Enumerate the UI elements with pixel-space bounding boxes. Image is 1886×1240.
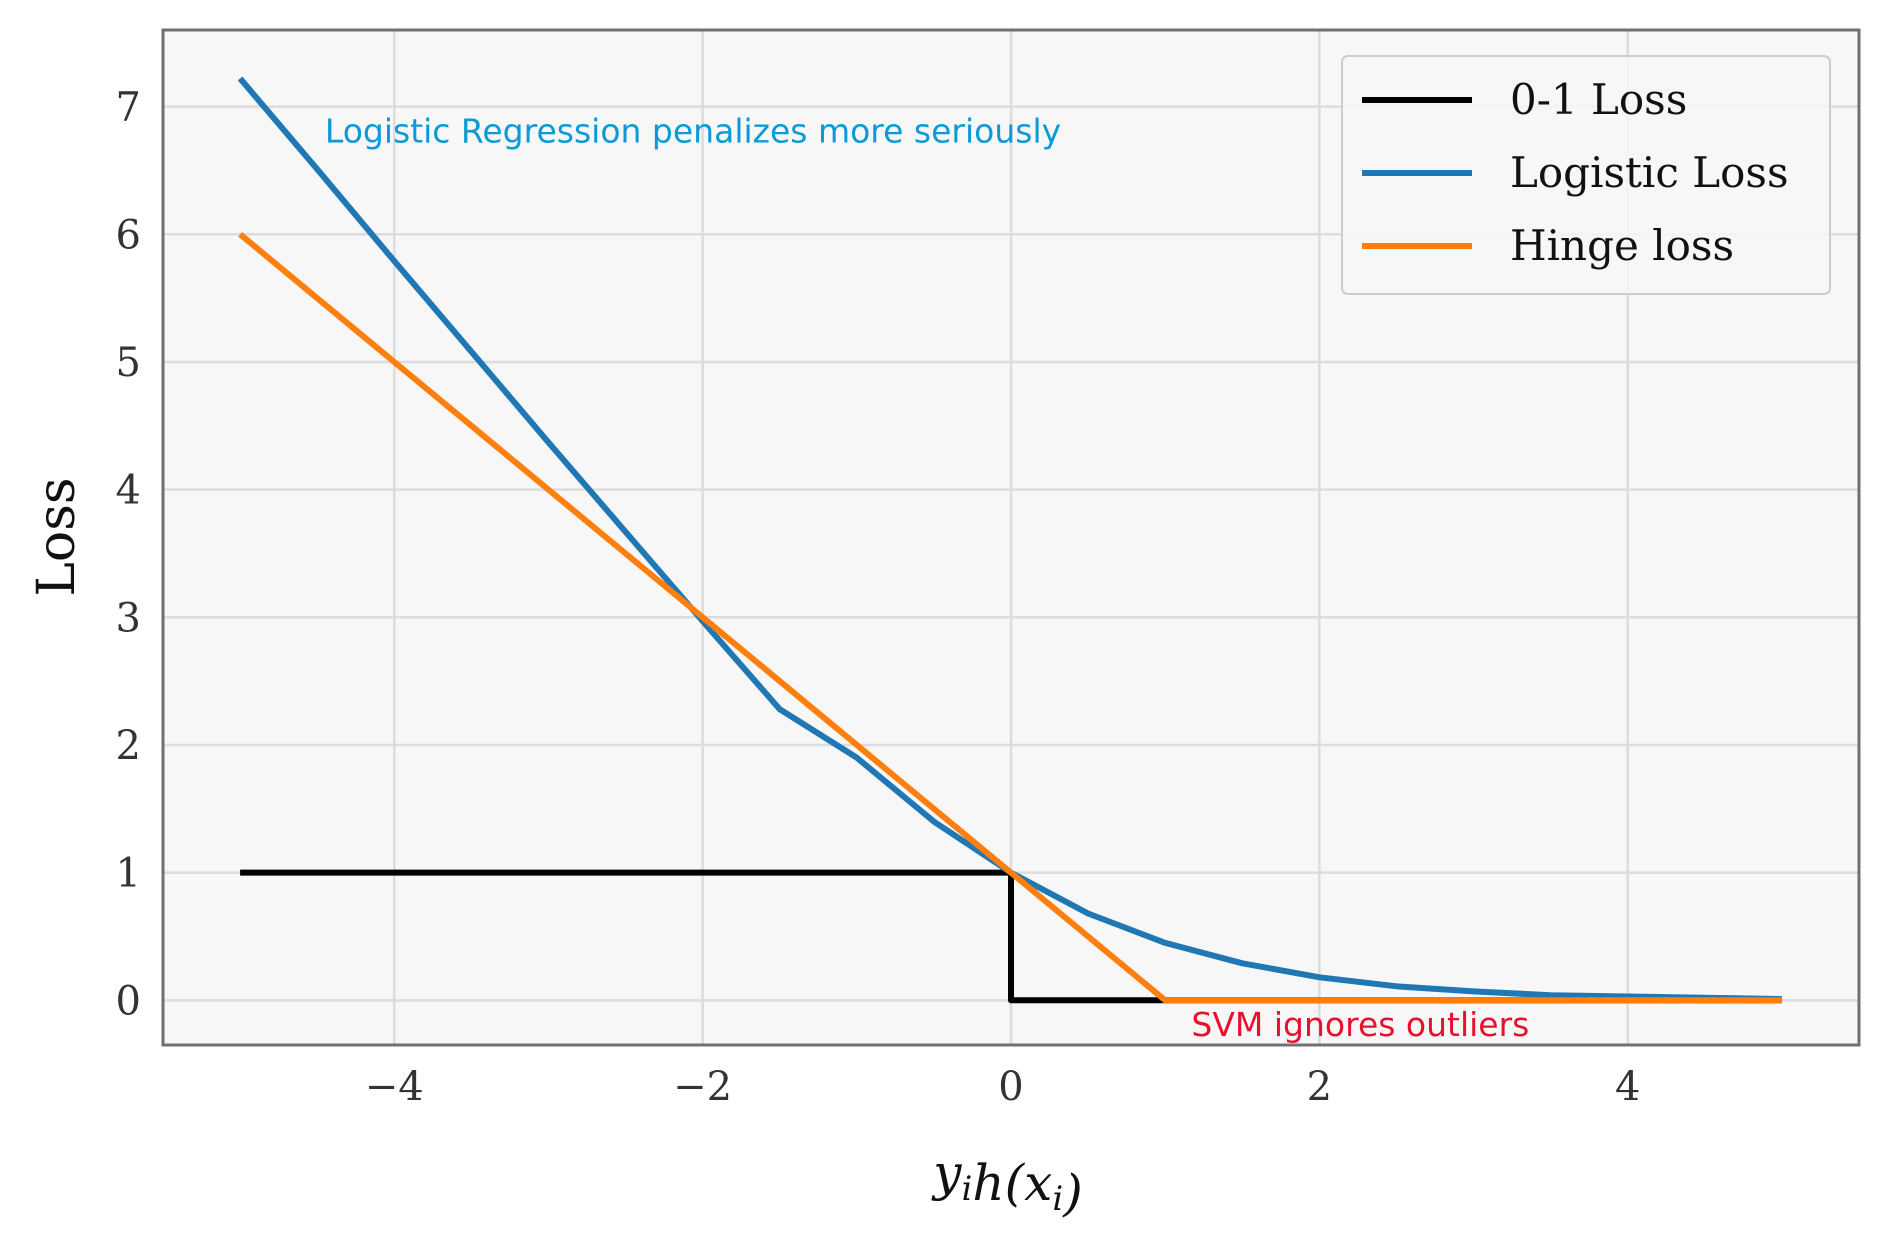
legend: 0-1 Loss Logistic Loss Hinge loss bbox=[1341, 55, 1831, 295]
legend-label-2: Hinge loss bbox=[1510, 221, 1734, 270]
annotations: Logistic Regression penalizes more serio… bbox=[325, 111, 1529, 1044]
x-axis-title: yih(xi) bbox=[931, 1144, 1082, 1222]
legend-box bbox=[1341, 55, 1831, 295]
y-tick-label-2: 2 bbox=[116, 723, 141, 769]
legend-label-1: Logistic Loss bbox=[1510, 148, 1789, 197]
y-axis-title: Loss bbox=[27, 477, 87, 596]
plot-frame bbox=[161, 28, 1861, 1047]
y-tick-label-6: 6 bbox=[116, 212, 141, 258]
series-layer bbox=[237, 76, 1782, 1004]
y-tick-label-3: 3 bbox=[116, 595, 141, 641]
x-tick-label-0: −4 bbox=[365, 1064, 424, 1110]
y-tick-label-4: 4 bbox=[116, 468, 141, 514]
annotation-1: SVM ignores outliers bbox=[1191, 1005, 1529, 1044]
x-tick-label-1: −2 bbox=[673, 1064, 732, 1110]
y-tick-label-7: 7 bbox=[116, 85, 141, 131]
ticks: −4 −2 0 2 4 0 1 2 3 4 5 6 7 bbox=[116, 85, 1641, 1110]
x-tick-label-4: 4 bbox=[1615, 1064, 1640, 1110]
y-tick-label-1: 1 bbox=[116, 851, 141, 897]
x-tick-label-2: 0 bbox=[998, 1064, 1023, 1110]
y-tick-label-5: 5 bbox=[116, 340, 141, 386]
y-tick-label-0: 0 bbox=[116, 978, 141, 1024]
annotation-0: Logistic Regression penalizes more serio… bbox=[325, 111, 1061, 150]
grid bbox=[163, 30, 1859, 1045]
series-line-hinge-loss bbox=[238, 231, 1782, 1004]
x-tick-label-3: 2 bbox=[1307, 1064, 1332, 1110]
legend-label-0: 0-1 Loss bbox=[1510, 75, 1687, 124]
